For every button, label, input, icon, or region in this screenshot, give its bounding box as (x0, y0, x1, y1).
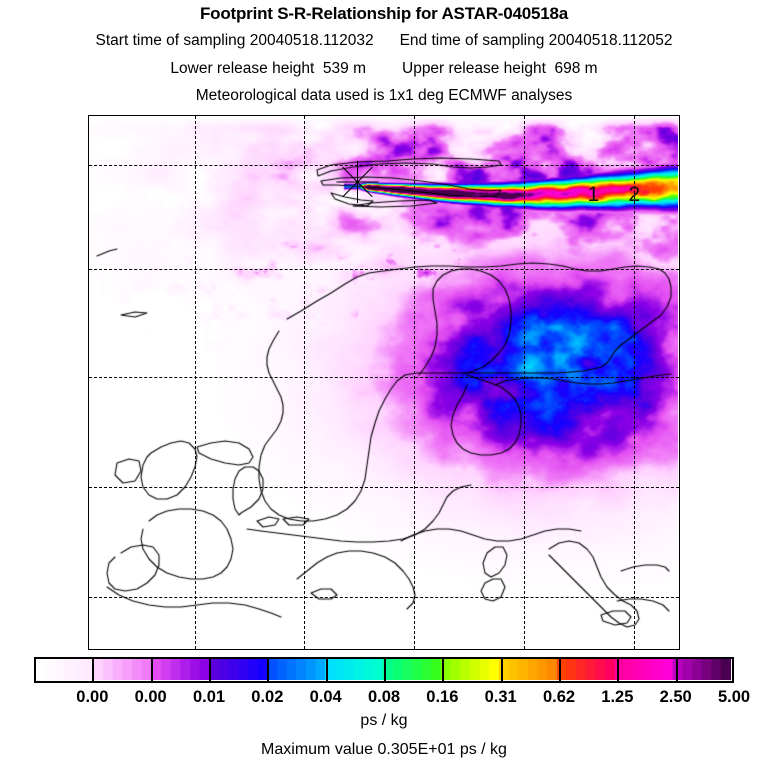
colorbar-separator (267, 657, 270, 683)
page-title: Footprint S-R-Relationship for ASTAR-040… (199, 4, 569, 23)
start-time-label: Start time of sampling 20040518.112032 (95, 32, 374, 49)
colorbar-separator (559, 657, 561, 683)
colorbar-tick-label: 2.50 (659, 688, 692, 706)
colorbar-tick-label: 0.31 (484, 688, 517, 706)
colorbar-tick-label: 0.01 (192, 688, 226, 706)
met-data-note: Meteorological data used is 1x1 deg ECMW… (195, 87, 573, 104)
colorbar-tick-label: 0.02 (251, 688, 284, 706)
colorbar-tick-label: 0.04 (309, 688, 342, 706)
colorbar-tick-label: 5.00 (717, 688, 751, 706)
colorbar-separator (325, 657, 328, 683)
maximum-value-label: Maximum value 0.305E+01 ps / kg (261, 741, 507, 758)
colorbar-separator (675, 657, 678, 683)
colorbar-tick-label: 0.16 (426, 688, 459, 706)
colorbar-separator (92, 657, 95, 683)
colorbar-separator (150, 657, 153, 683)
sampling-time-row: Start time of sampling 20040518.112032 En… (0, 32, 768, 50)
colorbar-unit-label: ps / kg (360, 712, 408, 729)
coastline-overlay (89, 116, 678, 648)
colorbar-tick-label: 0.00 (134, 688, 167, 706)
colorbar-separator (500, 657, 503, 683)
colorbar-tick-label: 0.08 (367, 688, 401, 706)
colorbar-separator (617, 657, 620, 683)
plot-inner: 1 2 (89, 116, 679, 649)
colorbar-tick-label: 0.00 (76, 688, 109, 706)
footprint-map-plot: 1 2 (88, 115, 680, 650)
lower-release-height-label: Lower release height 539 m (170, 60, 366, 77)
end-time-label: End time of sampling 20040518.112052 (399, 32, 673, 49)
colorbar (34, 657, 734, 683)
upper-release-height-label: Upper release height 698 m (402, 60, 598, 77)
colorbar-tick-label: 0.62 (542, 688, 576, 706)
release-height-row: Lower release height 539 m Upper release … (0, 60, 768, 78)
colorbar-separator (442, 657, 445, 683)
colorbar-separator (209, 657, 211, 683)
colorbar-separator (384, 657, 386, 683)
colorbar-tick-label: 1.25 (601, 688, 634, 706)
